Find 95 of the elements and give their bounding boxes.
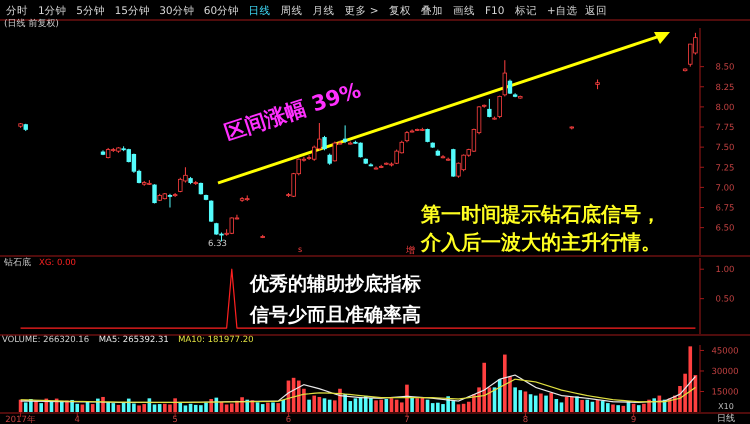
bar	[632, 404, 636, 412]
text: MA10: 181977.20	[178, 335, 254, 345]
text: 1分钟	[38, 5, 67, 17]
bar	[580, 400, 584, 412]
text: 返回	[585, 4, 608, 17]
text: 日线	[248, 4, 270, 17]
bar	[282, 400, 286, 412]
bar	[616, 405, 620, 412]
bar	[116, 404, 120, 412]
bar	[271, 402, 275, 412]
text: XG: 0.00	[39, 258, 76, 268]
y-tick-label: 0.50	[716, 294, 734, 305]
annotation: 第一时间提示钻石底信号，	[420, 202, 661, 226]
candlestick	[208, 200, 214, 222]
chart-title: 钻石底	[3, 257, 31, 268]
text: 60分钟	[204, 5, 240, 17]
x-tick-label: 5	[172, 415, 178, 424]
bar	[539, 394, 543, 412]
candlestick	[497, 95, 502, 119]
text: +自选	[546, 4, 578, 17]
candlestick	[198, 182, 204, 196]
y-tick-label: 7.75	[716, 123, 734, 134]
x-tick-label: 9	[630, 415, 636, 424]
y-tick-label: 1.00	[716, 265, 734, 276]
bar	[622, 406, 626, 412]
line-series	[20, 378, 696, 404]
candlestick	[322, 135, 327, 151]
annotation: 优秀的辅助抄底指标	[249, 273, 421, 295]
text: 标记	[514, 5, 537, 17]
y-tick-label: 7.50	[716, 143, 734, 154]
text: MA5: 265392.31	[98, 335, 169, 345]
text: 分时	[6, 4, 28, 17]
candlestick	[342, 124, 348, 144]
text: 更多 >	[344, 5, 379, 17]
text: 15分钟	[114, 5, 150, 17]
bar	[86, 401, 90, 412]
bar	[524, 391, 528, 412]
text: VOLUME: 266320.16	[2, 335, 90, 345]
text: X10	[718, 402, 734, 411]
bar	[307, 400, 311, 412]
y-tick-label: 7.25	[716, 163, 734, 174]
bar	[410, 396, 414, 412]
annotation: s	[298, 245, 302, 254]
candlestick	[327, 153, 332, 166]
text: 复权	[389, 5, 411, 17]
annotation: 信号少而且准确率高	[249, 304, 421, 326]
y-tick-label: 30000	[711, 366, 739, 377]
x-tick-label: 8	[522, 415, 528, 424]
bar	[80, 404, 84, 412]
bar	[544, 396, 548, 412]
bar	[266, 402, 270, 412]
chart-title: (日线 前复权)	[4, 18, 59, 29]
bar	[384, 399, 388, 412]
text: 30分钟	[159, 5, 195, 17]
bar	[39, 403, 43, 412]
text: 叠加	[421, 4, 443, 17]
text: 月线	[312, 4, 334, 17]
bar	[50, 402, 54, 412]
bar	[34, 401, 38, 412]
y-tick-label: 15000	[711, 387, 739, 398]
candlestick	[508, 79, 512, 95]
bar	[596, 400, 600, 412]
text: F10	[485, 5, 504, 17]
x-tick-label: 7	[404, 415, 410, 424]
y-tick-label: 8.00	[716, 102, 734, 113]
x-tick-label: 2017年	[5, 414, 36, 424]
bar	[276, 403, 280, 412]
y-tick-label: 6.75	[716, 204, 734, 214]
y-tick-label: 7.00	[716, 183, 734, 194]
text: 5分钟	[76, 5, 105, 17]
bar	[611, 404, 615, 412]
y-tick-label: 6.50	[716, 224, 734, 234]
bar	[209, 399, 213, 412]
y-tick-label: 45000	[711, 346, 739, 356]
y-tick-label: 8.50	[716, 62, 734, 73]
bar	[214, 398, 218, 412]
candlestick	[487, 98, 492, 118]
x-tick-label: 6	[286, 415, 292, 424]
text: 画线	[453, 4, 475, 17]
bar	[636, 405, 641, 412]
annotation: 区间涨幅 39%	[222, 78, 364, 145]
candlestick	[502, 60, 508, 97]
bar	[549, 392, 553, 412]
y-tick-label: 8.25	[716, 82, 734, 93]
text: 日线	[717, 413, 735, 424]
candlestick	[152, 184, 157, 204]
annotation: 6.33	[208, 239, 227, 249]
annotation: 增	[405, 245, 415, 256]
bar	[642, 404, 646, 412]
bar	[90, 404, 94, 412]
x-tick-label: 4	[74, 415, 80, 424]
candlestick	[425, 128, 430, 143]
candlestick	[168, 193, 172, 208]
text: 周线	[280, 4, 302, 17]
annotation: 介入后一波大的主升行情。	[420, 230, 661, 254]
